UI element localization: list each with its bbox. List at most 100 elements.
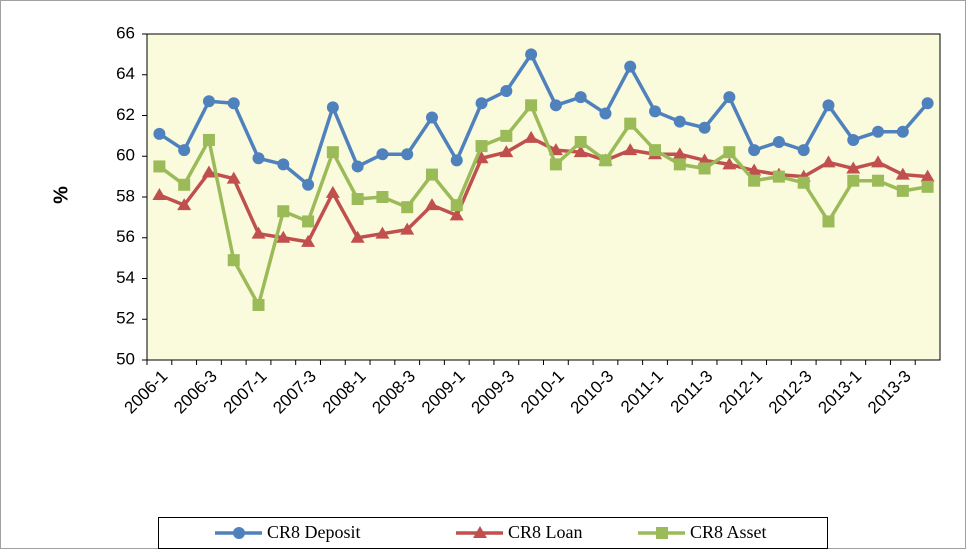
point [573, 145, 588, 158]
point [474, 151, 489, 164]
point [599, 107, 612, 120]
point [649, 105, 662, 118]
point [624, 117, 637, 130]
point [252, 152, 265, 165]
point [921, 97, 934, 110]
point [797, 144, 810, 157]
point [649, 144, 662, 157]
point [525, 48, 538, 61]
point [178, 178, 191, 191]
point [226, 171, 241, 184]
point [872, 174, 885, 187]
point [549, 99, 562, 112]
point [326, 146, 339, 159]
point [350, 230, 365, 243]
point [500, 129, 513, 142]
point [822, 215, 835, 228]
point [499, 145, 514, 158]
point [722, 157, 737, 170]
legend-marker [656, 527, 668, 539]
point [574, 91, 587, 104]
point [623, 143, 638, 156]
legend-label: CR8 Loan [508, 522, 583, 542]
y-tick-label: 64 [116, 64, 135, 83]
point [177, 198, 192, 211]
point [450, 199, 463, 212]
plot-area [146, 33, 941, 361]
point [871, 155, 886, 168]
point [302, 215, 315, 228]
point [599, 154, 612, 167]
point [201, 165, 216, 178]
point [748, 174, 761, 187]
y-tick-label: 54 [116, 268, 135, 287]
point [400, 222, 415, 235]
point [723, 146, 736, 159]
point [921, 180, 934, 193]
point [202, 133, 215, 146]
y-tick-label: 62 [116, 105, 135, 124]
point [325, 185, 340, 198]
y-tick-label: 56 [116, 227, 135, 246]
point [277, 158, 290, 171]
point [723, 91, 736, 104]
point [326, 101, 339, 114]
y-tick-label: 66 [116, 23, 135, 42]
point [822, 99, 835, 112]
point [672, 147, 687, 160]
point [376, 191, 389, 203]
point [376, 148, 389, 161]
point [449, 208, 464, 221]
point [178, 144, 191, 157]
legend-marker [233, 527, 245, 539]
legend-label: CR8 Deposit [267, 522, 361, 542]
point [549, 158, 562, 171]
point [673, 158, 686, 171]
point [846, 161, 861, 174]
point [524, 130, 539, 143]
y-tick-label: 50 [116, 349, 135, 368]
point [574, 135, 587, 148]
point [821, 155, 836, 168]
point [424, 198, 439, 211]
point [475, 97, 488, 110]
point [302, 178, 315, 191]
point [747, 163, 762, 176]
point [227, 254, 240, 267]
point [525, 99, 538, 112]
y-tick-label: 52 [116, 309, 135, 328]
point [401, 148, 414, 161]
point [375, 226, 390, 239]
point [152, 187, 167, 200]
point [673, 115, 686, 128]
y-axis-label: % [50, 186, 72, 204]
y-tick-label: 58 [116, 186, 135, 205]
point [401, 201, 414, 214]
point [772, 170, 785, 183]
point [301, 234, 316, 247]
point [624, 60, 637, 73]
point [251, 226, 266, 239]
point [920, 169, 935, 182]
point [697, 153, 712, 166]
point [847, 133, 860, 146]
point [895, 167, 910, 180]
point [475, 140, 488, 153]
point [153, 160, 166, 173]
legend-marker [473, 526, 487, 538]
point [450, 154, 463, 167]
point [252, 298, 265, 311]
point [276, 230, 291, 243]
point [698, 162, 711, 175]
point [202, 95, 215, 108]
point [896, 184, 909, 197]
point [351, 160, 364, 173]
point [425, 168, 438, 181]
point [847, 174, 860, 187]
point [351, 193, 364, 206]
point [772, 135, 785, 148]
point [896, 125, 909, 138]
point [153, 127, 166, 140]
